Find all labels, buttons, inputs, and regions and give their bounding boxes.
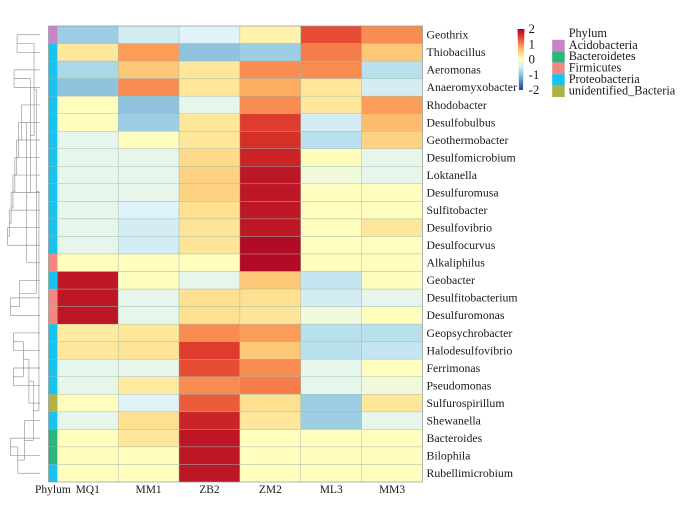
svg-text:Rhodobacter: Rhodobacter <box>427 98 487 112</box>
svg-text:Pseudomonas: Pseudomonas <box>427 378 492 392</box>
svg-text:Loktanella: Loktanella <box>427 168 478 182</box>
svg-text:-2: -2 <box>529 82 540 97</box>
svg-text:Halodesulfovibrio: Halodesulfovibrio <box>427 343 513 357</box>
svg-text:Desulfocurvus: Desulfocurvus <box>427 238 496 252</box>
svg-text:Bacteroides: Bacteroides <box>427 431 483 445</box>
svg-text:Bilophila: Bilophila <box>427 449 472 463</box>
svg-text:0: 0 <box>529 52 536 67</box>
svg-text:-1: -1 <box>529 67 540 82</box>
svg-text:Rubellimicrobium: Rubellimicrobium <box>427 466 514 480</box>
svg-text:ML3: ML3 <box>320 484 343 496</box>
svg-text:Desulfovibrio: Desulfovibrio <box>427 221 493 235</box>
svg-text:Desulfobulbus: Desulfobulbus <box>427 115 496 129</box>
svg-text:MM3: MM3 <box>379 484 405 496</box>
svg-text:2: 2 <box>529 21 536 36</box>
svg-text:Geothermobacter: Geothermobacter <box>427 133 509 147</box>
svg-text:Alkaliphilus: Alkaliphilus <box>427 256 486 270</box>
svg-text:Phylum: Phylum <box>35 484 71 496</box>
svg-text:Ferrimonas: Ferrimonas <box>427 361 481 375</box>
svg-text:unidentified_Bacteria: unidentified_Bacteria <box>569 84 676 98</box>
svg-text:Desulfitobacterium: Desulfitobacterium <box>427 291 518 305</box>
svg-text:MQ1: MQ1 <box>76 484 101 496</box>
svg-text:Sulfitobacter: Sulfitobacter <box>427 203 488 217</box>
svg-text:ZM2: ZM2 <box>259 484 282 496</box>
svg-text:Geothrix: Geothrix <box>427 28 469 42</box>
svg-text:MM1: MM1 <box>135 484 161 496</box>
svg-text:Aeromonas: Aeromonas <box>427 63 482 77</box>
svg-text:Desulfuromonas: Desulfuromonas <box>427 308 505 322</box>
svg-text:Thiobacillus: Thiobacillus <box>427 45 486 59</box>
svg-text:Desulfomicrobium: Desulfomicrobium <box>427 150 516 164</box>
svg-text:Anaeromyxobacter: Anaeromyxobacter <box>427 80 517 94</box>
svg-text:ZB2: ZB2 <box>199 484 220 496</box>
svg-text:Sulfurospirillum: Sulfurospirillum <box>427 396 505 410</box>
svg-text:Geobacter: Geobacter <box>427 273 476 287</box>
svg-text:1: 1 <box>529 36 536 51</box>
svg-text:Shewanella: Shewanella <box>427 413 482 427</box>
svg-text:Desulfuromusa: Desulfuromusa <box>427 185 500 199</box>
svg-text:Geopsychrobacter: Geopsychrobacter <box>427 326 513 340</box>
